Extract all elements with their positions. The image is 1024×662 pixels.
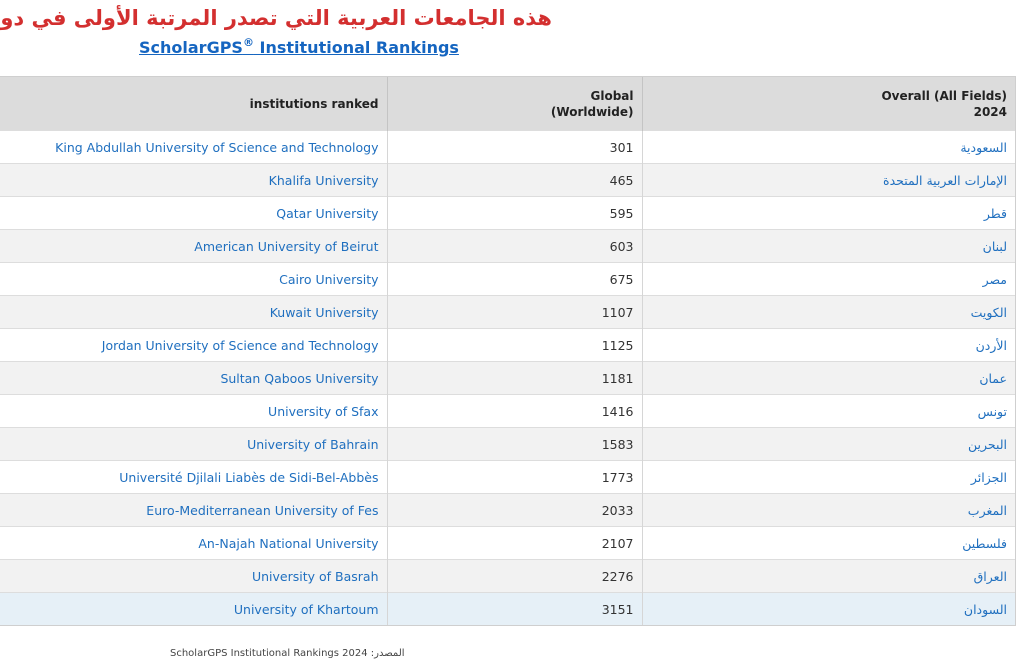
- institution-link[interactable]: Cairo University: [0, 262, 388, 296]
- institution-link[interactable]: University of Basrah: [0, 559, 388, 593]
- global-rank-value: 1773: [387, 460, 643, 494]
- institution-link[interactable]: Euro-Mediterranean University of Fes: [0, 493, 388, 527]
- global-rank-value: 2033: [387, 493, 643, 527]
- table-row: Sultan Qaboos University 1181 عمان: [0, 361, 1015, 395]
- country-link[interactable]: مصر: [642, 262, 1015, 296]
- global-rank-value: 1416: [387, 394, 643, 428]
- institution-link[interactable]: American University of Beirut: [0, 229, 388, 263]
- country-link[interactable]: العراق: [642, 559, 1015, 593]
- institution-link[interactable]: University of Bahrain: [0, 427, 388, 461]
- source-footer: ScholarGPS Institutional Rankings 2024 ا…: [170, 648, 405, 659]
- institution-link[interactable]: Université Djilali Liabès de Sidi-Bel-Ab…: [0, 460, 388, 494]
- rankings-table: institutions ranked Global (Worldwide) Ov…: [0, 77, 1015, 625]
- table-body: King Abdullah University of Science and …: [0, 130, 1015, 625]
- table-row: American University of Beirut 603 لبنان: [0, 229, 1015, 263]
- country-link[interactable]: المغرب: [642, 493, 1015, 527]
- global-rank-value: 1107: [387, 295, 643, 329]
- global-rank-value: 2107: [387, 526, 643, 560]
- link-suffix: Institutional Rankings: [253, 38, 459, 57]
- country-link[interactable]: قطر: [642, 196, 1015, 230]
- global-rank-value: 1181: [387, 361, 643, 395]
- table-row: University of Basrah 2276 العراق: [0, 559, 1015, 593]
- country-link[interactable]: فلسطين: [642, 526, 1015, 560]
- institution-link[interactable]: University of Khartoum: [0, 592, 388, 625]
- table-row: Khalifa University 465 الإمارات العربية ال…: [0, 163, 1015, 197]
- global-rank-value: 1125: [387, 328, 643, 362]
- country-link[interactable]: السودان: [642, 592, 1015, 625]
- country-link[interactable]: عمان: [642, 361, 1015, 395]
- institution-link[interactable]: Khalifa University: [0, 163, 388, 197]
- table-row: Euro-Mediterranean University of Fes 2033…: [0, 493, 1015, 527]
- institution-link[interactable]: Jordan University of Science and Technol…: [0, 328, 388, 362]
- table-row: Kuwait University 1107 الكويت: [0, 295, 1015, 329]
- header-overall[interactable]: Overall (All Fields) 2024: [642, 77, 1015, 131]
- country-link[interactable]: الجزائر: [642, 460, 1015, 494]
- global-rank-value: 301: [387, 130, 643, 164]
- table-row: Jordan University of Science and Technol…: [0, 328, 1015, 362]
- table-row: An-Najah National University 2107 فلسطين: [0, 526, 1015, 560]
- header-institutions[interactable]: institutions ranked: [0, 77, 388, 131]
- institution-link[interactable]: Kuwait University: [0, 295, 388, 329]
- header-global-rank[interactable]: Global (Worldwide): [387, 77, 643, 131]
- table-row: University of Sfax 1416 تونس: [0, 394, 1015, 428]
- global-rank-value: 595: [387, 196, 643, 230]
- country-link[interactable]: لبنان: [642, 229, 1015, 263]
- table-row: University of Khartoum 3151 السودان: [0, 592, 1015, 625]
- global-rank-value: 2276: [387, 559, 643, 593]
- table-row: Cairo University 675 مصر: [0, 262, 1015, 296]
- country-link[interactable]: الكويت: [642, 295, 1015, 329]
- country-link[interactable]: البحرين: [642, 427, 1015, 461]
- country-link[interactable]: الإمارات العربية المتحدة: [642, 163, 1015, 197]
- global-rank-value: 1583: [387, 427, 643, 461]
- country-link[interactable]: تونس: [642, 394, 1015, 428]
- rankings-table-container: institutions ranked Global (Worldwide) Ov…: [0, 76, 1016, 626]
- link-text: ScholarGPS: [139, 38, 243, 57]
- table-header-row: institutions ranked Global (Worldwide) Ov…: [0, 77, 1015, 131]
- table-row: Qatar University 595 قطر: [0, 196, 1015, 230]
- country-link[interactable]: الأردن: [642, 328, 1015, 362]
- global-rank-value: 465: [387, 163, 643, 197]
- country-link[interactable]: السعودية: [642, 130, 1015, 164]
- global-rank-value: 675: [387, 262, 643, 296]
- page-title: هذه الجامعات العربية التي تصدر المرتبة ا…: [0, 6, 552, 30]
- institution-link[interactable]: Sultan Qaboos University: [0, 361, 388, 395]
- table-row: King Abdullah University of Science and …: [0, 130, 1015, 164]
- table-row: Université Djilali Liabès de Sidi-Bel-Ab…: [0, 460, 1015, 494]
- institution-link[interactable]: University of Sfax: [0, 394, 388, 428]
- table-row: University of Bahrain 1583 البحرين: [0, 427, 1015, 461]
- registered-mark: ®: [242, 36, 254, 49]
- institution-link[interactable]: An-Najah National University: [0, 526, 388, 560]
- source-label: المصدر:: [370, 648, 405, 659]
- global-rank-value: 3151: [387, 592, 643, 625]
- global-rank-value: 603: [387, 229, 643, 263]
- scholargps-rankings-link[interactable]: ScholarGPS® Institutional Rankings: [139, 36, 459, 57]
- institution-link[interactable]: King Abdullah University of Science and …: [0, 130, 388, 164]
- institution-link[interactable]: Qatar University: [0, 196, 388, 230]
- source-text: ScholarGPS Institutional Rankings 2024: [170, 648, 368, 659]
